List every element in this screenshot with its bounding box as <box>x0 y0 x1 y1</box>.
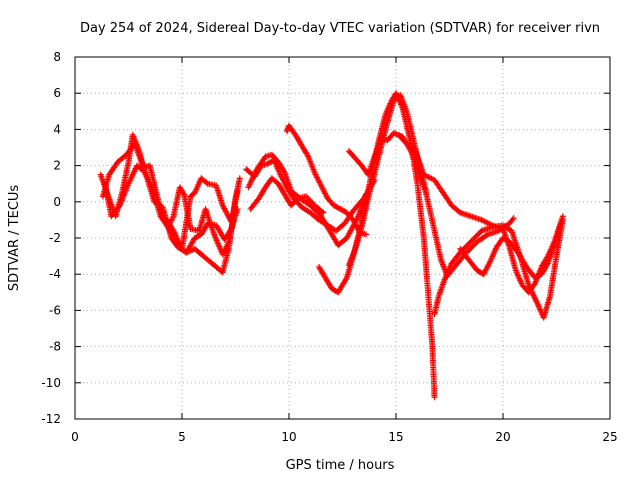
chart-title: Day 254 of 2024, Sidereal Day-to-day VTE… <box>80 21 600 36</box>
data-point-marker <box>559 213 566 220</box>
x-tick-label: 10 <box>281 430 296 444</box>
y-tick-label: 4 <box>53 122 61 136</box>
data-point-marker <box>431 394 438 401</box>
y-tick-label: -2 <box>49 231 61 245</box>
y-tick-label: 2 <box>53 159 61 173</box>
y-tick-label: 0 <box>53 195 61 209</box>
data-point-marker <box>227 227 234 234</box>
data-series <box>345 92 429 269</box>
data-point-marker <box>280 168 287 175</box>
y-tick-label: -6 <box>49 303 61 317</box>
x-tick-label: 5 <box>178 430 186 444</box>
data-series <box>283 122 370 238</box>
data-series <box>315 90 438 401</box>
y-axis-label: SDTVAR / TECUs <box>7 185 22 292</box>
data-point-marker <box>234 187 241 194</box>
data-point-marker <box>236 175 243 182</box>
x-tick-label: 20 <box>495 430 510 444</box>
data-point-marker <box>510 215 517 222</box>
x-tick-label: 15 <box>388 430 403 444</box>
data-point-marker <box>557 220 564 227</box>
data-point-marker <box>544 261 551 268</box>
data-point-marker <box>320 209 327 216</box>
data-series <box>457 220 564 281</box>
data-point-marker <box>115 203 122 210</box>
y-tick-label: 8 <box>53 50 61 64</box>
grid-lines <box>75 57 610 419</box>
y-tick-label: -8 <box>49 340 61 354</box>
data-point-marker <box>319 208 326 215</box>
data-points <box>97 90 566 401</box>
data-point-marker <box>234 206 241 213</box>
data-series <box>164 175 241 252</box>
data-series <box>397 133 566 296</box>
data-series <box>245 151 370 249</box>
y-tick-label: -12 <box>41 412 61 426</box>
x-tick-label: 0 <box>71 430 79 444</box>
y-tick-label: -10 <box>41 376 61 390</box>
data-point-marker <box>509 216 516 223</box>
y-tick-label: 6 <box>53 86 61 100</box>
x-axis-label: GPS time / hours <box>286 458 395 473</box>
data-point-marker <box>363 231 370 238</box>
data-series <box>247 175 327 216</box>
y-tick-label: -4 <box>49 267 61 281</box>
axis-ticks: 0 5 10 15 20 25 -12 -10 -8 -6 -4 -2 0 2 4 6 8 <box>41 50 617 444</box>
x-tick-label: 25 <box>602 430 617 444</box>
